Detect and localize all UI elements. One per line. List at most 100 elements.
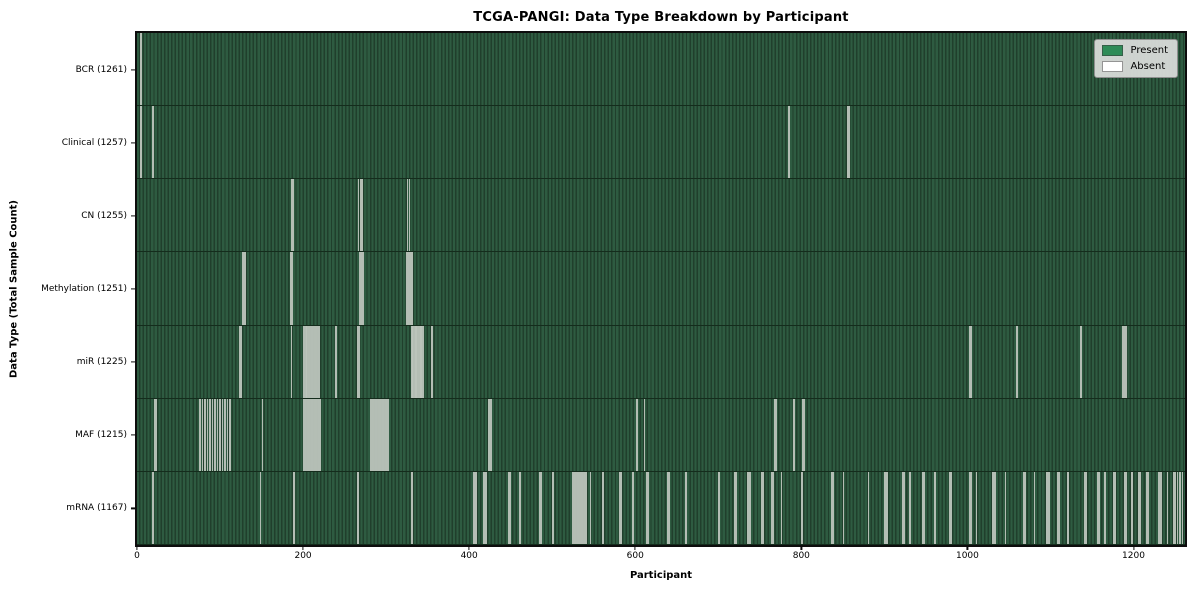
absent-mark	[224, 398, 226, 471]
absent-mark	[1058, 471, 1061, 544]
absent-mark	[303, 398, 305, 471]
absent-mark	[422, 325, 425, 398]
absent-mark	[582, 471, 584, 544]
absent-mark	[316, 325, 318, 398]
absent-mark	[1112, 471, 1115, 544]
absent-mark	[306, 325, 308, 398]
absent-mark	[303, 325, 305, 398]
absent-mark	[419, 325, 421, 398]
absent-mark	[1047, 471, 1050, 544]
absent-mark	[969, 471, 971, 544]
x-tick-mark	[136, 545, 138, 550]
absent-mark	[975, 471, 978, 544]
absent-mark	[411, 252, 413, 325]
heatmap-row-methylation	[137, 252, 1185, 326]
absent-mark	[242, 252, 245, 325]
absent-mark	[552, 471, 554, 544]
x-tick-mark	[468, 545, 470, 550]
x-tick-label: 400	[460, 551, 478, 561]
absent-mark	[155, 398, 157, 471]
absent-mark	[1125, 471, 1127, 544]
absent-mark	[921, 471, 924, 544]
absent-mark	[357, 179, 360, 252]
absent-mark	[313, 398, 315, 471]
absent-mark	[484, 471, 487, 544]
absent-mark	[747, 471, 749, 544]
absent-mark	[357, 325, 359, 398]
absent-mark	[788, 106, 790, 179]
y-tick-label: MAF (1215)	[75, 430, 127, 441]
absent-mark	[803, 398, 806, 471]
absent-mark	[408, 179, 411, 252]
absent-mark	[206, 398, 209, 471]
absent-mark	[383, 398, 386, 471]
absent-mark	[204, 398, 206, 471]
absent-mark	[762, 471, 764, 544]
absent-mark	[304, 325, 307, 398]
y-tick-mark	[130, 215, 135, 217]
absent-mark	[760, 471, 763, 544]
absent-mark	[292, 179, 294, 252]
absent-mark	[474, 471, 477, 544]
x-tick-label: 1000	[955, 551, 979, 561]
absent-mark	[1139, 471, 1141, 544]
absent-mark	[314, 398, 317, 471]
absent-mark	[1096, 471, 1099, 544]
absent-mark	[969, 325, 971, 398]
absent-mark	[1067, 471, 1069, 544]
heatmap-row-maf	[137, 398, 1185, 472]
absent-mark	[360, 252, 362, 325]
absent-mark	[573, 471, 576, 544]
y-tick-mark	[130, 507, 135, 510]
absent-mark	[801, 471, 803, 544]
absent-mark	[411, 325, 414, 398]
absent-mark	[842, 471, 845, 544]
absent-mark	[1174, 471, 1176, 544]
y-tick-label: miR (1225)	[76, 357, 127, 368]
legend-label-present: Present	[1130, 45, 1168, 56]
absent-mark	[316, 398, 318, 471]
x-tick-mark	[1132, 545, 1135, 550]
absent-mark	[309, 398, 312, 471]
absent-mark	[373, 398, 376, 471]
absent-mark	[412, 325, 415, 398]
absent-mark	[1123, 471, 1126, 544]
absent-mark	[214, 398, 216, 471]
present-swatch-icon	[1102, 45, 1124, 56]
absent-mark	[151, 471, 154, 544]
absent-mark	[407, 252, 410, 325]
absent-mark	[417, 325, 420, 398]
absent-mark	[802, 398, 804, 471]
absent-mark	[140, 106, 142, 179]
x-tick-label: 0	[134, 551, 140, 561]
y-tick-mark	[130, 68, 135, 71]
y-axis-label: Data Type (Total Sample Count)	[8, 199, 20, 379]
absent-mark	[199, 398, 201, 471]
absent-mark	[848, 106, 851, 179]
absent-mark	[319, 398, 322, 471]
absent-mark	[773, 398, 776, 471]
absent-mark	[1176, 471, 1179, 544]
absent-mark	[1160, 471, 1162, 544]
absent-mark	[620, 471, 622, 544]
absent-mark	[381, 398, 384, 471]
absent-mark	[209, 398, 211, 471]
absent-mark	[1057, 471, 1059, 544]
absent-mark	[473, 471, 475, 544]
absent-mark	[994, 471, 996, 544]
absent-mark	[668, 471, 671, 544]
absent-mark	[666, 471, 669, 544]
absent-mark	[335, 325, 338, 398]
heatmap-row-clinical	[137, 106, 1185, 180]
x-tick-label: 200	[294, 551, 312, 561]
legend: Present Absent	[1094, 39, 1178, 78]
absent-mark	[362, 252, 364, 325]
absent-mark	[1181, 471, 1184, 544]
absent-mark	[1166, 471, 1169, 544]
absent-mark	[636, 398, 638, 471]
x-tick-label: 1200	[1122, 551, 1145, 561]
absent-mark	[1145, 471, 1148, 544]
absent-mark	[772, 471, 774, 544]
absent-mark	[483, 471, 485, 544]
absent-mark	[1085, 471, 1087, 544]
